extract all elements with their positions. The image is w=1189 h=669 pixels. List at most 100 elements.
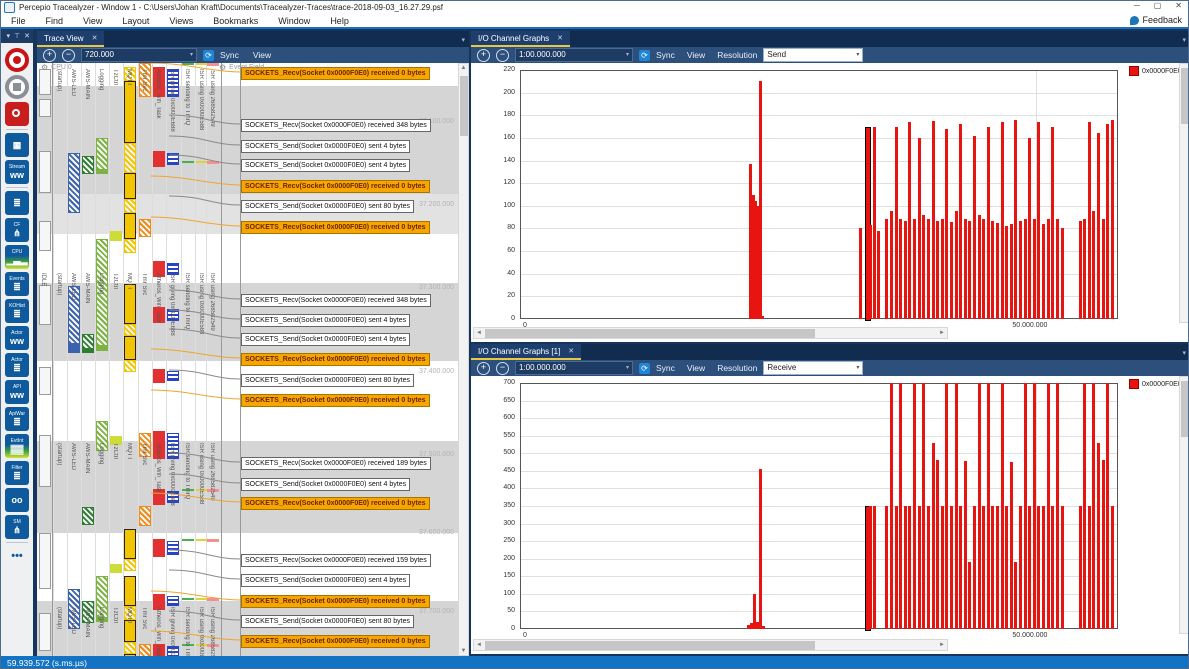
resolution-menu[interactable]: Resolution xyxy=(717,363,758,373)
actor-list-button[interactable]: Actor ≣ xyxy=(5,353,29,377)
trace-segment-isr-sending-to-tmrq[interactable] xyxy=(182,161,194,163)
trace-segment-logging[interactable] xyxy=(96,618,108,622)
trace-segment-atheros-wifi-task[interactable] xyxy=(153,151,165,167)
trace-zoom-combobox[interactable]: 720.000 ▾ xyxy=(81,48,197,62)
zoom-out-icon[interactable]: − xyxy=(62,48,75,62)
menu-layout[interactable]: Layout xyxy=(122,15,150,26)
gear-icon[interactable]: ⚙ xyxy=(219,63,227,72)
overview-marker[interactable] xyxy=(39,99,51,117)
event-label[interactable]: SOCKETS_Send(Socket 0x0000F0E0) sent 80 … xyxy=(241,615,414,628)
trace-segment-tmr-svc[interactable] xyxy=(139,433,151,457)
trace-segment-atheros-wifi-task[interactable] xyxy=(153,644,165,656)
channel-combobox[interactable]: Send ▾ xyxy=(763,48,864,62)
trace-segment-tmr-svc[interactable] xyxy=(139,644,151,656)
more-views-button[interactable]: ••• xyxy=(11,550,23,562)
feedback-button[interactable]: Feedback xyxy=(1130,15,1182,25)
close-button[interactable]: ✕ xyxy=(1175,1,1182,10)
overview-marker[interactable] xyxy=(39,285,51,325)
menu-help[interactable]: Help xyxy=(330,15,349,26)
overview-marker[interactable] xyxy=(39,221,51,251)
api-list-button[interactable]: ApiWar ≣ xyxy=(5,407,29,431)
cpu-load-graph-button[interactable]: CPU ▁▃▂ xyxy=(5,245,29,269)
kernel-object-history-button[interactable]: KOHist ≣ xyxy=(5,299,29,323)
streaming-button[interactable]: Stream ww xyxy=(5,160,29,184)
event-label[interactable]: SOCKETS_Recv(Socket 0x0000F0E0) received… xyxy=(241,67,430,80)
overview-button[interactable]: ▦ xyxy=(5,133,29,157)
zoom-out-icon[interactable]: − xyxy=(496,361,509,375)
trace-segment-atheros-wifi-task[interactable] xyxy=(153,594,165,610)
scrollbar-thumb[interactable] xyxy=(485,641,815,650)
trace-segment-aws-main[interactable] xyxy=(82,349,94,353)
trace-segment-mqtt[interactable] xyxy=(124,199,136,213)
trace-segment-isr-sending-to-tmrq[interactable] xyxy=(182,598,194,600)
trace-segment-isr-giving-0x0000e688[interactable] xyxy=(167,69,179,97)
trace-segment-isr-giving-0x0000e688[interactable] xyxy=(167,371,179,381)
trace-segment-isr-using-0x0000e588[interactable] xyxy=(196,644,208,646)
event-label[interactable]: SOCKETS_Send(Socket 0x0000F0E0) sent 4 b… xyxy=(241,140,411,153)
resolution-menu[interactable]: Resolution xyxy=(717,50,758,60)
trace-segment-atheros-wifi-task[interactable] xyxy=(153,431,165,459)
overview-marker[interactable] xyxy=(39,533,51,589)
chart1-vertical-scrollbar[interactable] xyxy=(1179,63,1188,323)
menu-find[interactable]: Find xyxy=(45,15,64,26)
trace-segment-mqtt[interactable] xyxy=(124,336,136,360)
trace-segment-mqtt[interactable] xyxy=(124,620,136,642)
scroll-right-icon[interactable]: ► xyxy=(939,330,945,336)
event-label[interactable]: SOCKETS_Recv(Socket 0x0000F0E0) received… xyxy=(241,457,431,470)
event-label[interactable]: SOCKETS_Recv(Socket 0x0000F0E0) received… xyxy=(241,497,430,510)
scroll-up-icon[interactable]: ▲ xyxy=(460,65,467,71)
trace-segment-isr-giving-0x0000e688[interactable] xyxy=(167,541,179,555)
trace-segment-aws-main[interactable] xyxy=(82,334,94,349)
scroll-down-icon[interactable]: ▼ xyxy=(460,648,467,654)
filter-button[interactable]: Filter ≣ xyxy=(5,461,29,485)
snapshot-camera-button[interactable] xyxy=(5,102,29,126)
trace-segment-isr-giving-0x0000e688[interactable] xyxy=(167,596,179,606)
sync-icon[interactable]: ⟳ xyxy=(203,49,214,61)
panel-menu-icon[interactable]: ▾ xyxy=(1182,37,1186,44)
trace-segment-mqtt[interactable] xyxy=(124,284,136,324)
trace-segment-mqtt[interactable] xyxy=(124,559,136,571)
trace-segment-isr-using-268582549[interactable] xyxy=(207,161,219,164)
sync-icon[interactable]: ⟳ xyxy=(639,49,650,61)
trace-segment-logging[interactable] xyxy=(96,346,108,351)
zoom-out-icon[interactable]: − xyxy=(496,48,509,62)
trace-segment-aws-main[interactable] xyxy=(82,156,94,174)
overview-marker[interactable] xyxy=(39,367,51,395)
scroll-right-icon[interactable]: ► xyxy=(939,642,945,648)
trace-segment-mqtt[interactable] xyxy=(124,239,136,253)
trace-segment-tzctrl[interactable] xyxy=(110,436,122,445)
chevron-down-icon[interactable]: ▾ xyxy=(6,33,11,40)
actor-graph-button[interactable]: Actor ww xyxy=(5,326,29,350)
gear-icon[interactable]: ⚙ xyxy=(41,63,49,72)
trace-segment-aws-led[interactable] xyxy=(68,153,80,213)
event-intensity-button[interactable]: EvtInt ▓▓ xyxy=(5,434,29,458)
trace-segment-isr-using-0x0000e588[interactable] xyxy=(196,489,208,491)
trace-segment-tzctrl[interactable] xyxy=(110,231,122,241)
scrollbar-thumb[interactable] xyxy=(1181,381,1188,437)
chart2-horizontal-scrollbar[interactable]: ◄ ► xyxy=(473,639,948,651)
trace-segment-isr-sending-to-tmrq[interactable] xyxy=(182,489,194,491)
overview-marker[interactable] xyxy=(39,69,51,95)
event-label[interactable]: SOCKETS_Send(Socket 0x0000F0E0) sent 4 b… xyxy=(241,159,411,172)
event-label[interactable]: SOCKETS_Recv(Socket 0x0000F0E0) received… xyxy=(241,221,430,234)
trace-segment-mqtt[interactable] xyxy=(124,324,136,336)
overview-marker[interactable] xyxy=(39,613,51,651)
trace-segment-isr-sending-to-tmrq[interactable] xyxy=(182,63,194,65)
trace-segment-aws-led[interactable] xyxy=(68,589,80,629)
event-label[interactable]: SOCKETS_Send(Socket 0x0000F0E0) sent 4 b… xyxy=(241,478,411,491)
trace-segment-isr-sending-to-tmrq[interactable] xyxy=(182,644,194,646)
close-icon[interactable]: ✕ xyxy=(24,33,30,40)
trace-segment-aws-main[interactable] xyxy=(82,601,94,623)
trace-segment-atheros-wifi-task[interactable] xyxy=(153,489,165,505)
minimize-button[interactable]: ─ xyxy=(1134,1,1140,10)
trace-segment-aws-led[interactable] xyxy=(68,344,80,353)
trace-segment-logging[interactable] xyxy=(96,138,108,170)
trace-segment-mqtt[interactable] xyxy=(124,576,136,606)
sync-toggle[interactable]: Sync xyxy=(656,363,675,373)
scroll-left-icon[interactable]: ◄ xyxy=(476,642,482,648)
chart1-horizontal-scrollbar[interactable]: ◄ ► xyxy=(473,327,948,339)
trace-view-button[interactable]: ≣ xyxy=(5,191,29,215)
close-tab-icon[interactable]: ✕ xyxy=(568,348,575,355)
event-label[interactable]: SOCKETS_Recv(Socket 0x0000F0E0) received… xyxy=(241,394,430,407)
menu-bookmarks[interactable]: Bookmarks xyxy=(213,15,259,26)
